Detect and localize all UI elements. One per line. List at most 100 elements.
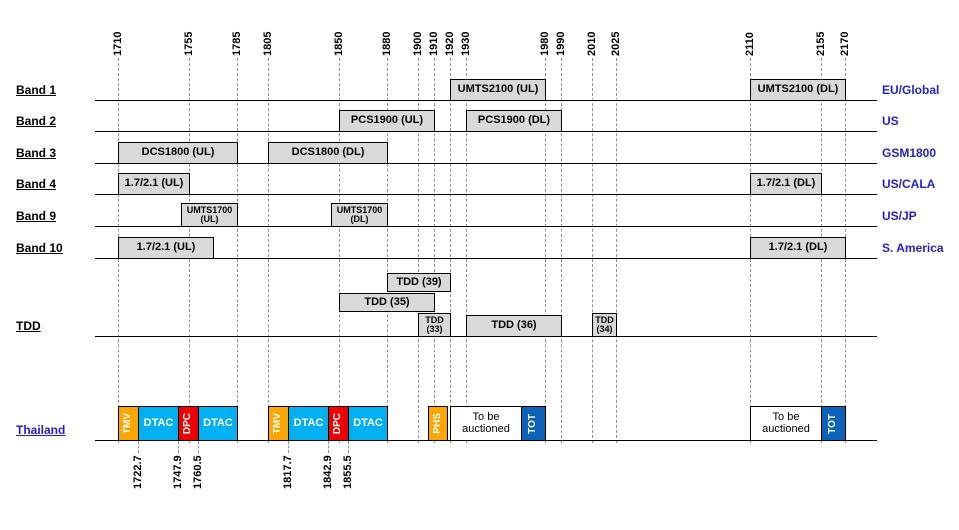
spectrum-block: DPC xyxy=(328,406,349,441)
block-label: PHS xyxy=(431,413,443,434)
freq-gridline-stub xyxy=(348,441,349,453)
block-label: TOT xyxy=(827,413,839,434)
band-row-line xyxy=(95,194,877,195)
spectrum-block: TDD (35) xyxy=(339,293,435,312)
freq-tick-label-top: 1805 xyxy=(262,31,274,56)
block-label: DTAC xyxy=(293,416,324,429)
spectrum-block: To be auctioned xyxy=(450,406,522,441)
region-label: S. America xyxy=(882,241,944,255)
band-row-label: TDD xyxy=(16,319,41,333)
freq-gridline xyxy=(450,58,451,443)
spectrum-block: 1.7/2.1 (DL) xyxy=(750,237,846,259)
spectrum-block: To be auctioned xyxy=(750,406,822,441)
freq-tick-label-bottom: 1842.9 xyxy=(322,455,334,489)
spectrum-block: TMV xyxy=(118,406,139,441)
freq-tick-label-top: 1990 xyxy=(555,31,567,56)
region-label: EU/Global xyxy=(882,83,940,97)
freq-tick-label-top: 1880 xyxy=(381,31,393,56)
freq-gridline-stub xyxy=(178,441,179,453)
spectrum-block: DTAC xyxy=(288,406,329,441)
block-label: TMV xyxy=(272,412,284,435)
freq-gridline xyxy=(434,58,435,443)
freq-tick-label-top: 1900 xyxy=(412,31,424,56)
block-label: DPC xyxy=(182,412,194,435)
spectrum-block: TDD (33) xyxy=(418,313,451,337)
band-row-line xyxy=(95,226,877,227)
freq-gridline xyxy=(466,58,467,443)
block-label: UMTS1700 (DL) xyxy=(336,204,383,224)
freq-tick-label-top: 2010 xyxy=(586,31,598,56)
freq-gridline xyxy=(237,58,238,443)
region-label: US/CALA xyxy=(882,177,936,191)
freq-gridline xyxy=(418,58,419,443)
region-label: US xyxy=(882,114,899,128)
spectrum-block: UMTS1700 (UL) xyxy=(181,203,238,227)
spectrum-block: 1.7/2.1 (DL) xyxy=(750,173,822,195)
spectrum-block: DCS1800 (DL) xyxy=(268,142,388,164)
freq-tick-label-top: 1930 xyxy=(460,31,472,56)
block-label: To be auctioned xyxy=(762,410,810,435)
freq-tick-label-top: 1850 xyxy=(333,31,345,56)
band-row-label: Band 3 xyxy=(16,146,57,160)
freq-gridline xyxy=(387,58,388,443)
band-row-label: Band 9 xyxy=(16,209,57,223)
band-row-line xyxy=(95,163,877,164)
spectrum-block: PCS1900 (UL) xyxy=(339,110,435,132)
freq-gridline-stub xyxy=(288,441,289,453)
spectrum-block: 1.7/2.1 (UL) xyxy=(118,173,190,195)
freq-tick-label-top: 1785 xyxy=(231,31,243,56)
block-label: 1.7/2.1 (UL) xyxy=(136,241,196,254)
spectrum-block: UMTS2100 (DL) xyxy=(750,79,846,101)
spectrum-block: DTAC xyxy=(138,406,179,441)
spectrum-block: TOT xyxy=(521,406,546,441)
freq-gridline xyxy=(561,58,562,443)
spectrum-block: DPC xyxy=(178,406,199,441)
spectrum-block: DTAC xyxy=(198,406,238,441)
freq-tick-label-top: 2170 xyxy=(839,31,851,56)
block-label: DPC xyxy=(332,412,344,435)
band-row-label: Band 4 xyxy=(16,177,57,191)
block-label: 1.7/2.1 (UL) xyxy=(124,177,184,190)
block-label: DTAC xyxy=(143,416,174,429)
block-label: TDD (36) xyxy=(491,319,537,332)
spectrum-block: TDD (39) xyxy=(387,273,451,292)
spectrum-block: 1.7/2.1 (UL) xyxy=(118,237,214,259)
spectrum-block: UMTS1700 (DL) xyxy=(331,203,388,227)
block-label: TDD (35) xyxy=(364,295,410,308)
freq-tick-label-top: 1920 xyxy=(444,31,456,56)
band-row-label: Band 10 xyxy=(16,241,63,255)
freq-gridline-stub xyxy=(328,441,329,453)
block-label: DCS1800 (UL) xyxy=(141,146,215,159)
spectrum-block: UMTS2100 (UL) xyxy=(450,79,546,101)
freq-tick-label-bottom: 1855.5 xyxy=(342,455,354,489)
spectrum-block: TMV xyxy=(268,406,289,441)
block-label: TOT xyxy=(527,413,539,434)
block-label: To be auctioned xyxy=(462,410,510,435)
spectrum-block: TDD (36) xyxy=(466,315,562,337)
block-label: DCS1800 (DL) xyxy=(291,146,365,159)
spectrum-block: DCS1800 (UL) xyxy=(118,142,238,164)
freq-gridline xyxy=(545,58,546,443)
block-label: PCS1900 (DL) xyxy=(477,114,551,127)
freq-tick-label-top: 2155 xyxy=(815,31,827,56)
spectrum-block: TDD (34) xyxy=(592,313,617,337)
freq-tick-label-top: 2110 xyxy=(744,32,756,56)
block-label: PCS1900 (UL) xyxy=(350,114,424,127)
block-label: DTAC xyxy=(353,416,383,429)
freq-tick-label-bottom: 1722.7 xyxy=(132,455,144,489)
block-label: UMTS2100 (DL) xyxy=(757,83,839,96)
freq-gridline xyxy=(616,58,617,443)
block-label: UMTS2100 (UL) xyxy=(457,83,539,96)
band-row-label: Thailand xyxy=(16,423,66,437)
region-label: US/JP xyxy=(882,209,917,223)
freq-gridline-stub xyxy=(198,441,199,453)
spectrum-block: PCS1900 (DL) xyxy=(466,110,562,132)
block-label: TDD (34) xyxy=(595,314,614,334)
spectrum-block: DTAC xyxy=(348,406,388,441)
freq-tick-label-top: 1980 xyxy=(539,31,551,56)
freq-tick-label-bottom: 1817.7 xyxy=(282,455,294,489)
band-row-line xyxy=(95,258,877,259)
freq-tick-label-top: 1710 xyxy=(112,31,124,56)
freq-gridline-stub xyxy=(138,441,139,453)
